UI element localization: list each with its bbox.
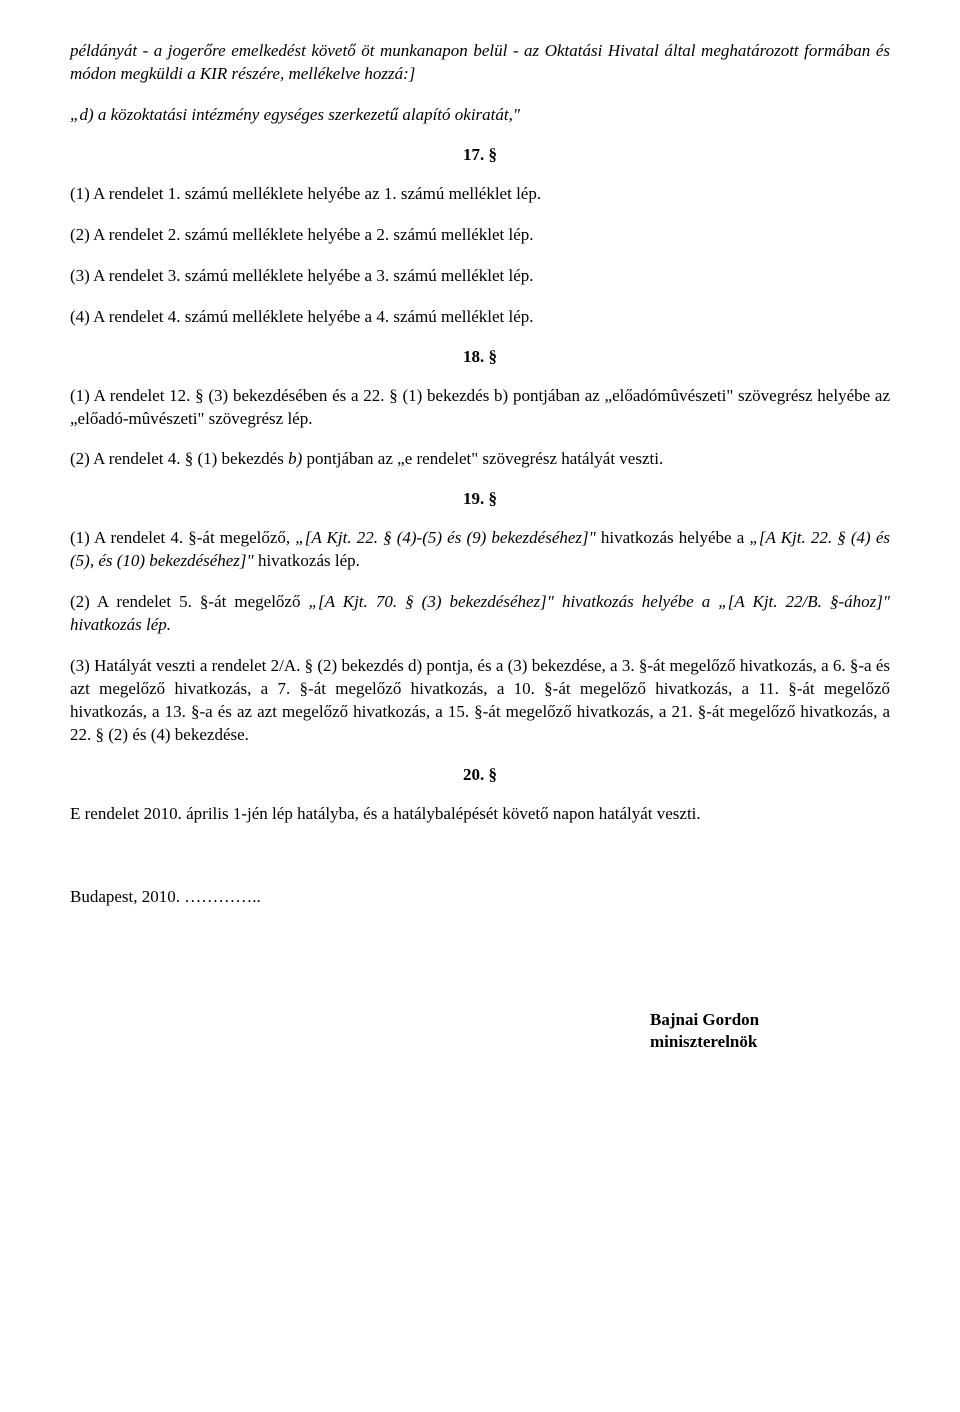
section-20-number: 20. § xyxy=(463,765,497,784)
sec17-para1-text: (1) A rendelet 1. számú melléklete helyé… xyxy=(70,184,541,203)
sec19-para1-c: hivatkozás helyébe a xyxy=(596,528,750,547)
sec19-para1-a: (1) A rendelet 4. §-át megelőző, xyxy=(70,528,295,547)
sec18-para1-text: (1) A rendelet 12. § (3) bekezdésében és… xyxy=(70,386,890,428)
date-line: Budapest, 2010. ………….. xyxy=(70,886,890,909)
sec17-para2: (2) A rendelet 2. számú melléklete helyé… xyxy=(70,224,890,247)
quoted-clause-d: „d) a közoktatási intézmény egységes sze… xyxy=(70,104,890,127)
section-19-heading: 19. § xyxy=(70,489,890,509)
section-18-number: 18. § xyxy=(463,347,497,366)
sec18-para2: (2) A rendelet 4. § (1) bekezdés b) pont… xyxy=(70,448,890,471)
sec19-para3-text: (3) Hatályát veszti a rendelet 2/A. § (2… xyxy=(70,656,890,744)
sec17-para3-text: (3) A rendelet 3. számú melléklete helyé… xyxy=(70,266,534,285)
section-19-number: 19. § xyxy=(463,489,497,508)
sec17-para2-text: (2) A rendelet 2. számú melléklete helyé… xyxy=(70,225,534,244)
sec17-para1: (1) A rendelet 1. számú melléklete helyé… xyxy=(70,183,890,206)
signature-title: miniszterelnök xyxy=(650,1031,890,1053)
intro-text: példányát - a jogerőre emelkedést követő… xyxy=(70,41,890,83)
signature-name: Bajnai Gordon xyxy=(650,1009,890,1031)
sec17-para4: (4) A rendelet 4. számú melléklete helyé… xyxy=(70,306,890,329)
intro-paragraph: példányát - a jogerőre emelkedést követő… xyxy=(70,40,890,86)
section-17-number: 17. § xyxy=(463,145,497,164)
date-text: Budapest, 2010. ………….. xyxy=(70,887,261,906)
sec18-para2-c: pontjában az „e rendelet" szövegrész hat… xyxy=(302,449,663,468)
sec17-para4-text: (4) A rendelet 4. számú melléklete helyé… xyxy=(70,307,534,326)
section-18-heading: 18. § xyxy=(70,347,890,367)
sec19-para1-e: hivatkozás lép. xyxy=(254,551,360,570)
sec19-para1-b: „[A Kjt. 22. § (4)-(5) és (9) bekezdéséh… xyxy=(295,528,596,547)
sec19-para3: (3) Hatályát veszti a rendelet 2/A. § (2… xyxy=(70,655,890,747)
clause-d-text: „d) a közoktatási intézmény egységes sze… xyxy=(70,105,520,124)
sec17-para3: (3) A rendelet 3. számú melléklete helyé… xyxy=(70,265,890,288)
sec19-para2-a: (2) A rendelet 5. §-át megelőző xyxy=(70,592,309,611)
sec18-para2-b: b) xyxy=(288,449,302,468)
signature-block: Bajnai Gordon miniszterelnök xyxy=(650,1009,890,1053)
section-20-heading: 20. § xyxy=(70,765,890,785)
sec18-para1: (1) A rendelet 12. § (3) bekezdésében és… xyxy=(70,385,890,431)
sec19-para1: (1) A rendelet 4. §-át megelőző, „[A Kjt… xyxy=(70,527,890,573)
sec19-para2: (2) A rendelet 5. §-át megelőző „[A Kjt.… xyxy=(70,591,890,637)
section-17-heading: 17. § xyxy=(70,145,890,165)
sec20-para1-text: E rendelet 2010. április 1-jén lép hatál… xyxy=(70,804,701,823)
sec18-para2-a: (2) A rendelet 4. § (1) bekezdés xyxy=(70,449,288,468)
sec20-para1: E rendelet 2010. április 1-jén lép hatál… xyxy=(70,803,890,826)
